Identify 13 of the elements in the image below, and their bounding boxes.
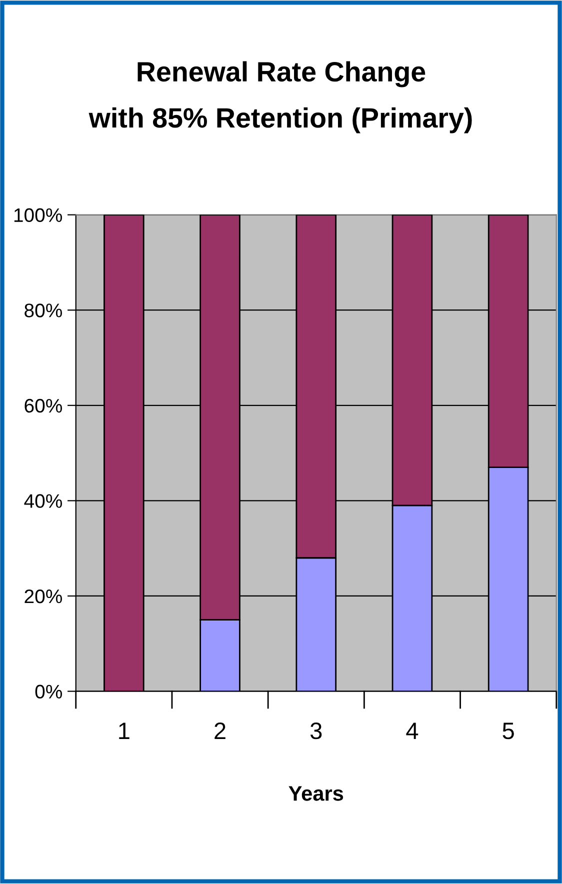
y-tick-label: 60% [24, 398, 62, 413]
y-tick-label: 80% [24, 304, 62, 318]
x-axis-title: Years [288, 786, 344, 801]
y-tick-label: 20% [24, 589, 62, 604]
x-tick-label: 1 [119, 722, 130, 739]
x-tick-label: 3 [310, 722, 322, 740]
chart-title: Renewal Rate Change with 85% Retention (Primary) [88, 61, 472, 134]
y-tick-label: 40% [24, 494, 62, 508]
y-tick-label: 0% [35, 684, 62, 699]
x-tick-label: 2 [214, 722, 226, 739]
x-tick-label: 4 [406, 722, 418, 739]
y-tick-label: 100% [14, 208, 62, 222]
x-tick-label: 5 [502, 722, 514, 740]
